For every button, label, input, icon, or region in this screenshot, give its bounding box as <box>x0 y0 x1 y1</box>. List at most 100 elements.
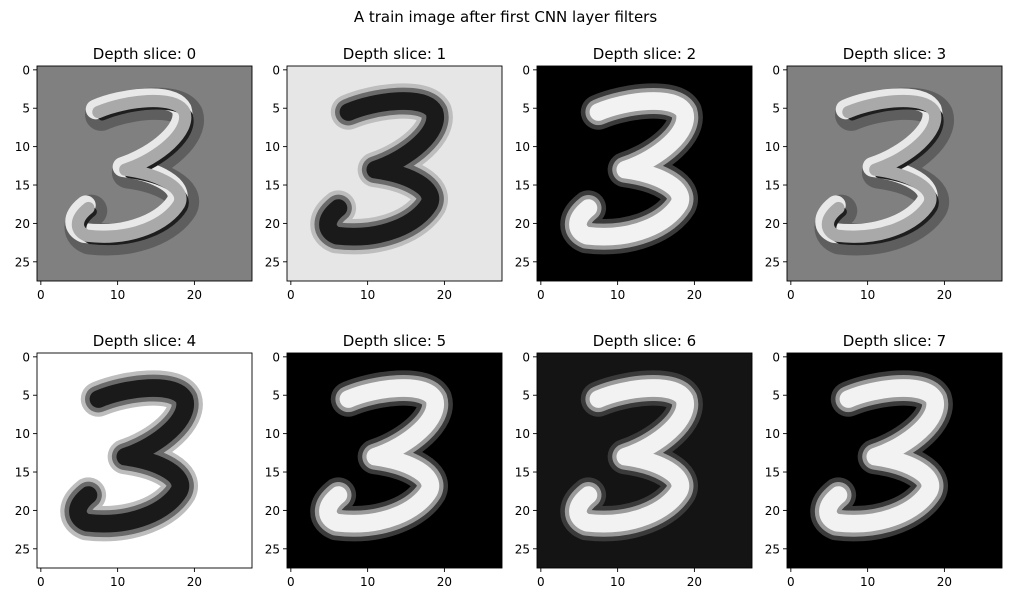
digit-image <box>60 370 203 542</box>
x-tick-label: 0 <box>287 575 295 589</box>
y-tick-label: 10 <box>15 140 30 154</box>
y-tick-label: 15 <box>15 466 30 480</box>
axes-frame <box>536 352 753 569</box>
y-tick-label: 10 <box>515 427 530 441</box>
digit-stroke <box>569 379 694 533</box>
y-tick-label: 5 <box>522 389 530 403</box>
y-tick-label: 5 <box>272 102 280 116</box>
y-tick-label: 20 <box>265 504 280 518</box>
x-tick-label: 10 <box>860 575 875 589</box>
subplot-title: Depth slice: 1 <box>343 45 446 63</box>
axes-frame <box>36 65 253 282</box>
x-tick-label: 10 <box>360 288 375 302</box>
subplot-title: Depth slice: 5 <box>343 332 446 350</box>
y-tick-label: 10 <box>265 140 280 154</box>
x-tick-label: 20 <box>187 288 202 302</box>
y-tick-label: 10 <box>765 140 780 154</box>
y-tick-label: 20 <box>15 217 30 231</box>
subplot-2: 0 10 20 0 5 10 15 20 25 Depth slice: 2 <box>515 45 753 302</box>
subplot-grid: 0 10 20 0 5 10 15 20 25 Depth slice: 0 0 10 20 0 5 10 15… <box>15 45 1003 589</box>
y-tick-label: 0 <box>22 350 30 364</box>
y-tick-label: 15 <box>515 179 530 193</box>
digit-image <box>64 87 204 256</box>
subplot-title: Depth slice: 2 <box>593 45 696 63</box>
axes-frame <box>786 65 1003 282</box>
subplot-6: 0 10 20 0 5 10 15 20 25 Depth slice: 6 <box>515 332 753 589</box>
subplot-title: Depth slice: 6 <box>593 332 696 350</box>
axes-frame <box>536 65 753 282</box>
y-tick-label: 25 <box>265 255 280 269</box>
digit-image <box>560 83 703 255</box>
digit-stroke <box>819 379 944 533</box>
x-tick-label: 0 <box>537 575 545 589</box>
digit-stroke <box>69 379 194 533</box>
y-tick-label: 0 <box>522 63 530 77</box>
y-tick-label: 15 <box>765 179 780 193</box>
subplot-title: Depth slice: 4 <box>93 332 196 350</box>
y-tick-label: 15 <box>265 466 280 480</box>
subplot-3: 0 10 20 0 5 10 15 20 25 Depth slice: 3 <box>765 45 1003 302</box>
digit-image <box>814 87 954 256</box>
y-tick-label: 25 <box>15 542 30 556</box>
axes-frame <box>286 352 503 569</box>
digit-image <box>810 370 953 542</box>
subplot-0: 0 10 20 0 5 10 15 20 25 Depth slice: 0 <box>15 45 253 302</box>
x-tick-label: 10 <box>360 575 375 589</box>
y-tick-label: 10 <box>515 140 530 154</box>
y-tick-label: 15 <box>265 179 280 193</box>
y-tick-label: 25 <box>15 255 30 269</box>
y-tick-label: 25 <box>265 542 280 556</box>
y-tick-label: 25 <box>515 255 530 269</box>
axes-frame <box>286 65 503 282</box>
x-tick-label: 20 <box>687 288 702 302</box>
x-tick-label: 10 <box>610 288 625 302</box>
y-tick-label: 5 <box>772 102 780 116</box>
x-tick-label: 10 <box>110 288 125 302</box>
subplot-5: 0 10 20 0 5 10 15 20 25 Depth slice: 5 <box>265 332 503 589</box>
y-tick-label: 25 <box>765 255 780 269</box>
y-tick-label: 0 <box>22 63 30 77</box>
y-tick-label: 15 <box>515 466 530 480</box>
y-tick-label: 10 <box>265 427 280 441</box>
y-tick-label: 0 <box>272 350 280 364</box>
y-tick-label: 5 <box>22 102 30 116</box>
subplot-1: 0 10 20 0 5 10 15 20 25 Depth slice: 1 <box>265 45 503 302</box>
digit-image <box>310 83 453 255</box>
x-tick-label: 0 <box>287 288 295 302</box>
digit-image <box>310 370 453 542</box>
y-tick-label: 25 <box>515 542 530 556</box>
y-tick-label: 5 <box>772 389 780 403</box>
y-tick-label: 20 <box>515 217 530 231</box>
digit-image <box>560 370 703 542</box>
y-tick-label: 25 <box>765 542 780 556</box>
y-tick-label: 20 <box>765 217 780 231</box>
y-tick-label: 20 <box>15 504 30 518</box>
y-tick-label: 15 <box>15 179 30 193</box>
digit-stroke <box>319 379 444 533</box>
digit-stroke <box>71 94 192 243</box>
x-tick-label: 10 <box>610 575 625 589</box>
x-tick-label: 10 <box>860 288 875 302</box>
x-tick-label: 10 <box>110 575 125 589</box>
y-tick-label: 15 <box>765 466 780 480</box>
figure-title: A train image after first CNN layer filt… <box>354 8 658 26</box>
axes-frame <box>36 352 253 569</box>
y-tick-label: 20 <box>265 217 280 231</box>
digit-stroke <box>319 92 444 246</box>
y-tick-label: 0 <box>272 63 280 77</box>
y-tick-label: 20 <box>515 504 530 518</box>
x-tick-label: 0 <box>37 575 45 589</box>
y-tick-label: 5 <box>522 102 530 116</box>
x-tick-label: 0 <box>787 575 795 589</box>
subplot-title: Depth slice: 0 <box>93 45 196 63</box>
digit-stroke <box>821 94 942 243</box>
x-tick-label: 20 <box>437 288 452 302</box>
digit-stroke <box>569 92 694 246</box>
y-tick-label: 20 <box>765 504 780 518</box>
y-tick-label: 10 <box>765 427 780 441</box>
x-tick-label: 0 <box>37 288 45 302</box>
x-tick-label: 20 <box>687 575 702 589</box>
y-tick-label: 0 <box>772 63 780 77</box>
subplot-title: Depth slice: 7 <box>843 332 946 350</box>
